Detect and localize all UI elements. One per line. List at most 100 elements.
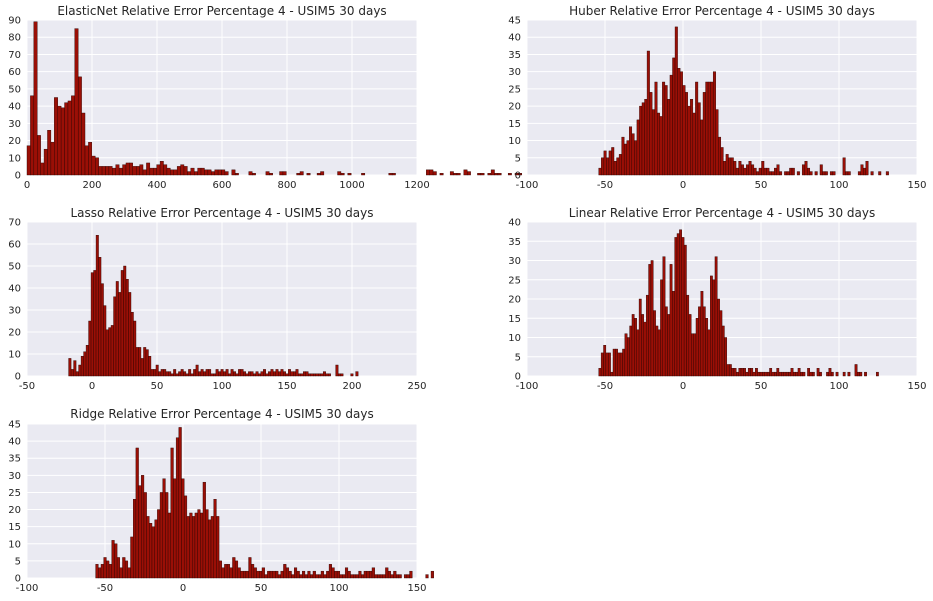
histogram-bar <box>275 570 279 579</box>
histogram-bar <box>449 171 454 176</box>
x-tick-label: 0 <box>89 381 95 392</box>
histogram-bar <box>235 373 239 377</box>
histogram-bar <box>807 167 811 176</box>
histogram-bar <box>135 447 139 579</box>
histogram-bar <box>662 256 666 377</box>
y-tick-label: 60 <box>8 67 21 78</box>
histogram-bar <box>736 371 739 377</box>
histogram-bar <box>865 161 869 176</box>
histogram-bar <box>667 314 671 377</box>
histogram-bar <box>648 264 652 377</box>
histogram-bar <box>142 169 147 176</box>
histogram-bar <box>318 373 321 377</box>
panel-elasticnet: ElasticNet Relative Error Percentage 4 -… <box>8 4 574 191</box>
histogram-bar <box>190 167 195 176</box>
histogram-bar <box>237 567 241 579</box>
histogram-bar <box>697 102 701 176</box>
histogram-bar <box>243 371 247 377</box>
histogram-bar <box>150 369 154 377</box>
histogram-bar <box>84 145 89 176</box>
x-tick-label: 100 <box>329 583 348 594</box>
histogram-bar <box>785 371 789 377</box>
histogram-bar <box>700 119 704 176</box>
histogram-bar <box>757 371 761 377</box>
x-tick-label: 150 <box>407 583 426 594</box>
histogram-bar <box>613 161 617 176</box>
histogram-bar <box>639 105 643 176</box>
histogram-bar <box>702 306 706 377</box>
y-tick-label: 25 <box>508 84 521 95</box>
x-tick-label: 0 <box>680 180 686 191</box>
y-tick-label: 60 <box>8 240 21 251</box>
histogram-bar <box>686 294 690 377</box>
histogram-bar <box>720 147 724 176</box>
histogram-bar <box>854 364 858 377</box>
histogram-bar <box>185 373 189 377</box>
histogram-bar <box>218 560 222 579</box>
histogram-bar <box>664 85 668 176</box>
histogram-bar <box>153 369 157 377</box>
histogram-bar <box>95 157 99 176</box>
histogram-bar <box>234 560 239 579</box>
histogram-bar <box>870 171 874 176</box>
histogram-bar <box>303 371 306 377</box>
y-tick-label: 5 <box>15 556 21 567</box>
histogram-bar <box>213 373 217 377</box>
x-tick-label: -50 <box>97 583 113 594</box>
y-tick-label: 5 <box>515 352 521 363</box>
histogram-bar <box>712 279 716 377</box>
histogram-bar <box>374 574 378 579</box>
histogram-bar <box>641 314 645 377</box>
histogram-bar <box>68 358 72 377</box>
histogram-bar <box>328 564 332 579</box>
x-tick-label: -100 <box>16 583 39 594</box>
histogram-bar <box>141 475 145 579</box>
histogram-bar <box>778 371 782 377</box>
histogram-bar <box>133 499 137 579</box>
histogram-bar <box>756 171 760 176</box>
y-tick-label: 70 <box>8 50 21 61</box>
histogram-bar <box>751 164 755 176</box>
histogram-bar <box>796 171 800 176</box>
histogram-bar <box>74 28 79 176</box>
y-tick-label: 40 <box>8 102 21 113</box>
histogram-bar <box>71 95 75 176</box>
histogram-bar <box>695 318 699 377</box>
histogram-bar <box>315 574 319 579</box>
histogram-bar <box>497 173 502 176</box>
histogram-bar <box>100 564 104 579</box>
gridlines <box>526 19 918 176</box>
histogram-bar <box>762 371 765 377</box>
histogram-bar <box>795 371 799 377</box>
histogram-bar <box>847 371 851 377</box>
histogram-bar <box>232 557 236 579</box>
histogram-bar <box>233 371 237 377</box>
y-tick-label: 15 <box>8 522 21 533</box>
histogram-bar <box>690 99 694 176</box>
histogram-bar <box>299 171 304 176</box>
histogram-bar <box>425 574 429 579</box>
histogram-bar <box>93 270 97 377</box>
histogram-bar <box>676 233 680 377</box>
histogram-bar <box>828 368 832 377</box>
panel-linear: Linear Relative Error Percentage 4 - USI… <box>508 206 926 392</box>
histogram-bar <box>779 171 783 176</box>
histogram-bar <box>190 373 194 377</box>
histogram-bar <box>108 564 112 579</box>
histogram-bar <box>723 161 727 176</box>
histogram-bar <box>154 519 158 579</box>
histogram-bar <box>487 173 492 176</box>
histogram-bar <box>50 142 55 176</box>
y-tick-label: 0 <box>15 372 21 383</box>
histogram-bar <box>738 368 742 377</box>
histogram-bars <box>26 21 574 176</box>
histogram-bar <box>710 275 713 377</box>
histogram-bar <box>313 373 316 377</box>
y-tick-label: 15 <box>508 119 521 130</box>
histogram-bar <box>347 570 351 579</box>
histogram-bar <box>170 447 174 579</box>
histogram-bar <box>248 371 252 377</box>
histogram-bar <box>178 371 182 377</box>
histogram-bar <box>674 237 678 377</box>
histogram-bar <box>275 369 279 377</box>
